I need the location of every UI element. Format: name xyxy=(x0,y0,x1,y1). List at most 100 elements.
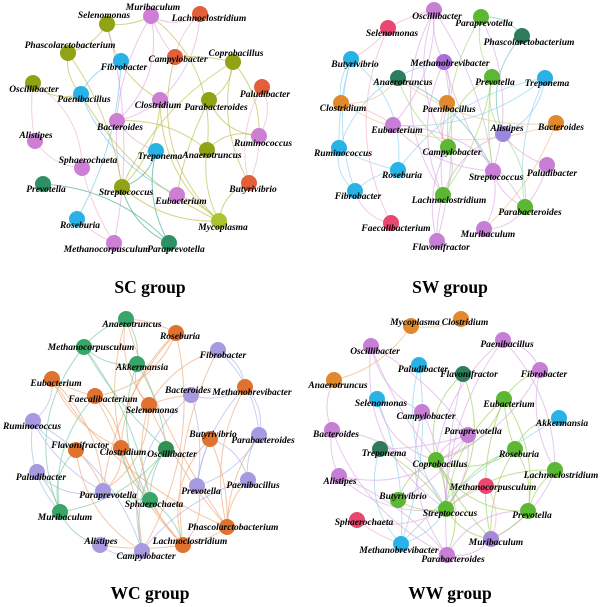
node-label-methanocorpusculum: Methanocorpusculum xyxy=(47,343,135,353)
edge xyxy=(484,398,505,540)
edge xyxy=(80,93,220,222)
edge xyxy=(483,122,557,230)
node-label-methanobrevibacter: Methanobrevibacter xyxy=(409,59,489,69)
node-treponema xyxy=(537,70,553,86)
edge xyxy=(32,420,143,552)
node-coprobacillus xyxy=(428,452,444,468)
edge xyxy=(356,508,447,525)
node-paludibacter xyxy=(29,464,45,480)
node-clostridium xyxy=(333,95,349,111)
node-label-paraprevotella: Paraprevotella xyxy=(455,19,513,29)
node-fibrobacter xyxy=(347,183,363,199)
node-label-anaerotruncus: Anaerotruncus xyxy=(307,381,367,391)
node-label-streptococcus: Streptococcus xyxy=(469,173,524,183)
node-eubacterium xyxy=(169,187,185,203)
node-label-akkermansia: Akkermansia xyxy=(535,419,589,429)
caption-ww: WW group xyxy=(408,582,492,603)
node-label-clostridium: Clostridium xyxy=(100,448,146,458)
edge xyxy=(350,58,400,171)
node-label-methanocorpusculum: Methanocorpusculum xyxy=(449,483,537,493)
node-label-faecalibacterium: Faecalibacterium xyxy=(360,224,430,234)
node-bacteroides xyxy=(183,387,199,403)
node-bacteroides xyxy=(109,113,125,129)
node-lachnoclostridium xyxy=(435,187,451,203)
edge xyxy=(106,23,125,244)
node-treponema xyxy=(372,441,388,457)
node-label-lachnoclostridium: Lachnoclostridium xyxy=(523,471,598,481)
node-selenomonas xyxy=(369,391,385,407)
node-label-fibrobacter: Fibrobacter xyxy=(334,192,382,202)
node-phascolarctobacterium xyxy=(514,28,530,44)
node-label-parabacteroides: Parabacteroides xyxy=(184,103,248,113)
node-label-lachnoclostridium: Lachnoclostridium xyxy=(152,537,227,547)
edge xyxy=(370,345,423,413)
node-label-mycoplasma: Mycoplasma xyxy=(197,223,248,233)
edge xyxy=(331,429,447,510)
edge xyxy=(136,394,192,552)
node-muribaculum xyxy=(483,531,499,547)
node-label-selenomonas: Selenomonas xyxy=(126,406,179,416)
node-selenomonas xyxy=(99,16,115,32)
node-fibrobacter xyxy=(113,53,129,69)
node-butyrivibrio xyxy=(202,431,218,447)
node-label-campylobacter: Campylobacter xyxy=(148,55,207,65)
edge xyxy=(446,510,529,556)
edge xyxy=(373,448,402,545)
node-label-paludibacter: Paludibacter xyxy=(240,90,290,100)
edge xyxy=(376,398,437,461)
node-paenibacillus xyxy=(439,95,455,111)
edge xyxy=(102,404,150,492)
node-prevotella xyxy=(35,176,51,192)
node-label-prevotella: Prevotella xyxy=(26,185,66,195)
node-prevotella xyxy=(520,503,536,519)
edge xyxy=(445,448,516,510)
node-label-parabacteroides: Parabacteroides xyxy=(498,208,562,218)
node-methanobrevibacter xyxy=(436,54,452,70)
node-label-anaerotruncus: Anaerotruncus xyxy=(181,151,241,161)
node-label-fibrobacter: Fibrobacter xyxy=(100,63,148,73)
node-methanocorpusculum xyxy=(478,478,494,494)
node-paenibacillus xyxy=(495,332,511,348)
node-ruminococcus xyxy=(251,128,267,144)
node-label-clostridium: Clostridium xyxy=(135,101,181,111)
node-ruminococcus xyxy=(25,413,41,429)
node-label-butyrivibrio: Butyrivibrio xyxy=(228,185,277,195)
edge xyxy=(447,16,482,148)
node-label-muribaculum: Muribaculum xyxy=(468,538,523,548)
node-paenibacillus xyxy=(73,86,89,102)
node-label-lachnoclostridium: Lachnoclostridium xyxy=(171,14,246,24)
node-label-bacteroides: Bacteroides xyxy=(312,430,359,440)
node-label-paenibacillus: Paenibacillus xyxy=(57,95,111,105)
node-label-sphaerochaeta: Sphaerochaeta xyxy=(59,156,118,166)
caption-wc: WC group xyxy=(110,582,190,603)
node-flavonifractor xyxy=(455,366,471,382)
edge xyxy=(379,448,447,510)
node-label-coprobacillus: Coprobacillus xyxy=(413,460,468,470)
node-parabacteroides xyxy=(439,547,455,563)
node-label-oscillibacter: Oscillibacter xyxy=(147,450,197,460)
edge xyxy=(138,448,167,552)
edge xyxy=(67,52,123,188)
edge xyxy=(488,76,494,172)
edge xyxy=(423,9,449,148)
node-butyrivibrio xyxy=(343,51,359,67)
edge xyxy=(51,378,228,528)
node-paludibacter xyxy=(411,357,427,373)
node-oscillibacter xyxy=(426,2,442,18)
edge xyxy=(125,318,228,528)
node-eubacterium xyxy=(385,117,401,133)
edge xyxy=(226,434,260,528)
node-label-bacteroides: Bacteroides xyxy=(164,386,211,396)
node-label-butyrivibrio: Butyrivibrio xyxy=(330,60,379,70)
node-paraprevotella xyxy=(95,483,111,499)
node-label-butyrivibrio: Butyrivibrio xyxy=(378,492,427,502)
node-muribaculum xyxy=(52,504,68,520)
node-methanobrevibacter xyxy=(393,536,409,552)
edge xyxy=(442,133,504,196)
edge xyxy=(51,378,122,449)
edge xyxy=(397,77,449,148)
node-clostridium xyxy=(453,311,469,327)
node-label-eubacterium: Eubacterium xyxy=(29,379,81,389)
edge xyxy=(81,167,115,244)
edge xyxy=(445,469,556,510)
